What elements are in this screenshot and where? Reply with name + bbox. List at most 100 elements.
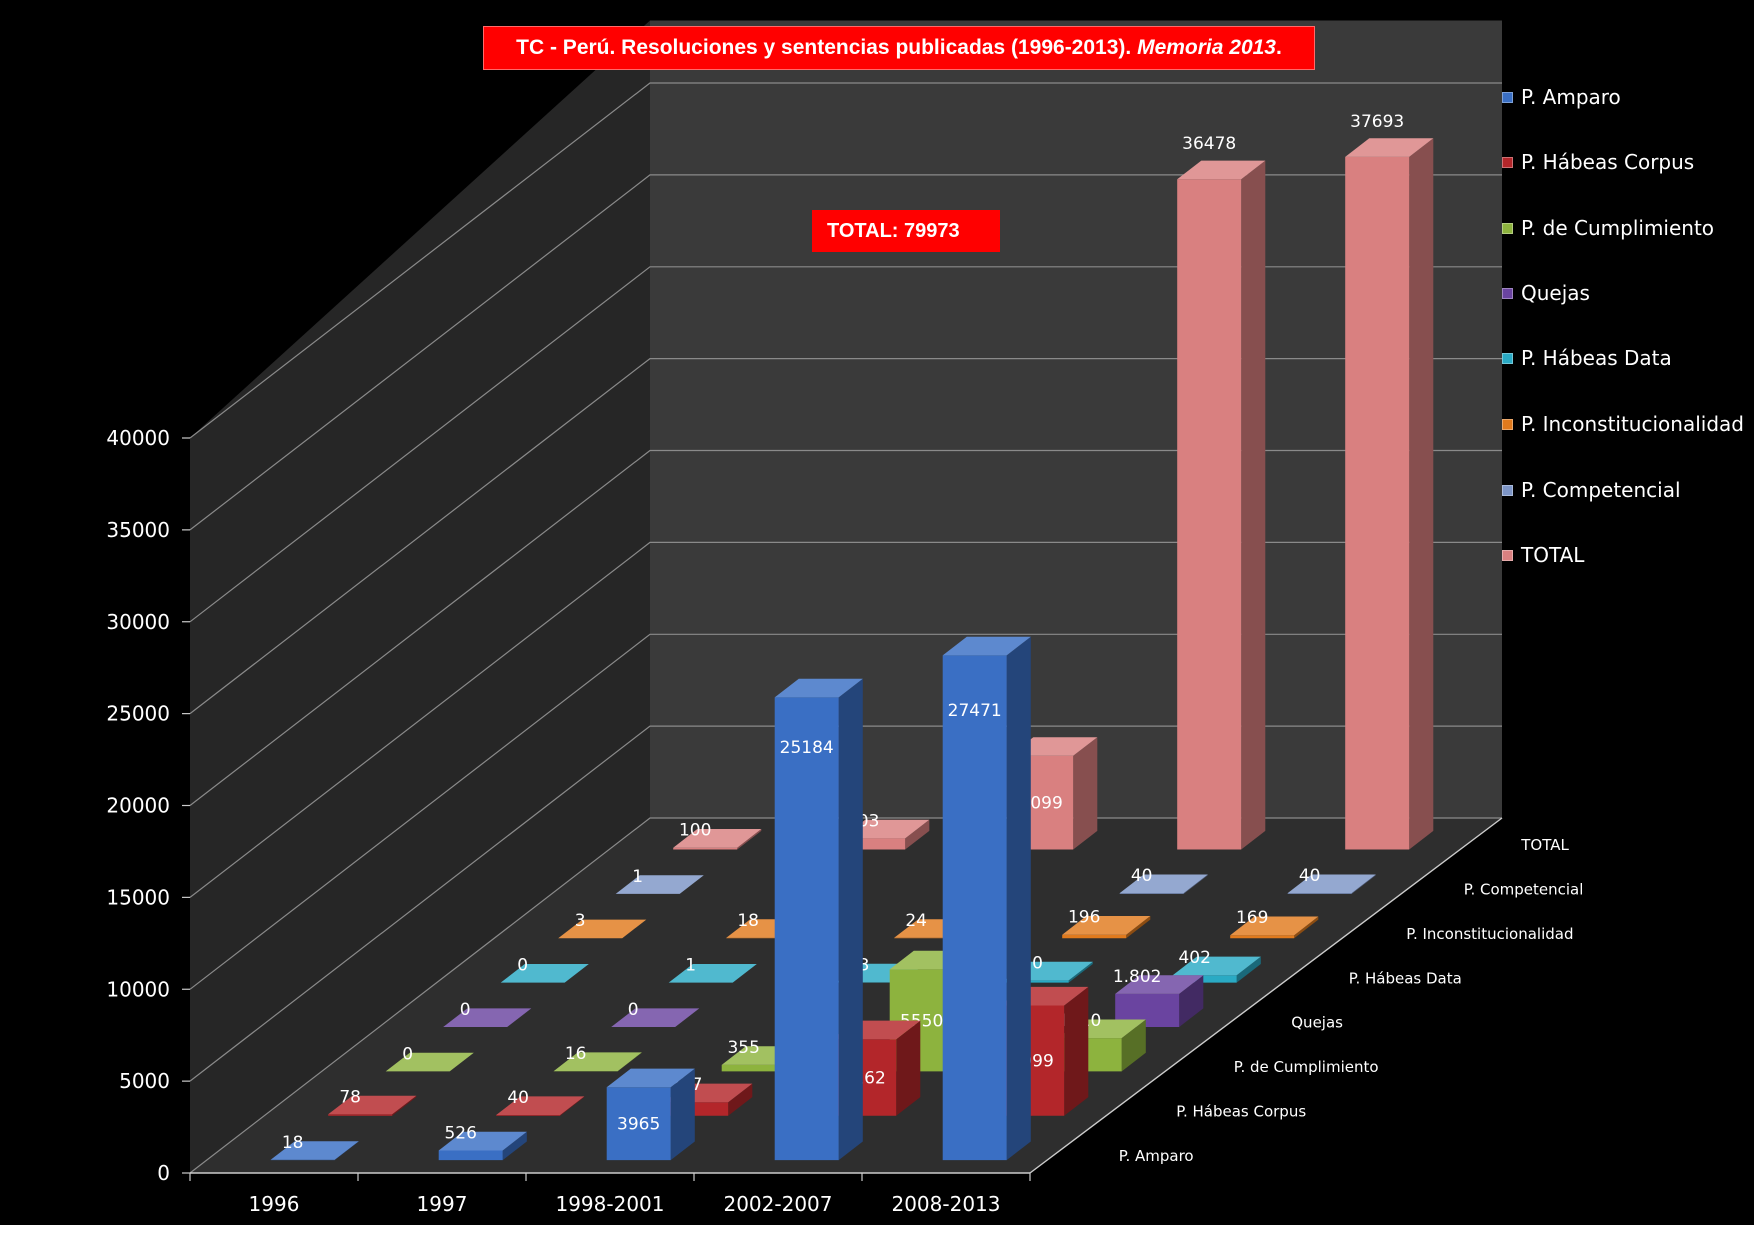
- bar-front: [1287, 893, 1352, 894]
- bar: [558, 919, 647, 939]
- legend-label: TOTAL: [1521, 543, 1585, 567]
- x-tick-label: 1998-2001: [555, 1192, 664, 1216]
- depth-axis-label: P. Competencial: [1464, 881, 1584, 899]
- bar-side: [905, 819, 930, 850]
- bar-top: [1177, 160, 1266, 180]
- legend-swatch: [1502, 92, 1513, 103]
- legend-swatch: [1502, 485, 1513, 496]
- data-label: 36478: [1182, 134, 1236, 154]
- depth-axis-label: Quejas: [1291, 1014, 1343, 1032]
- bar-side: [1126, 916, 1151, 939]
- bar: [774, 678, 863, 1161]
- bar-side: [737, 829, 762, 850]
- y-tick-label: 15000: [106, 885, 170, 909]
- bar-top: [500, 964, 589, 983]
- bar-side: [1294, 916, 1319, 939]
- bar-side: [1121, 1019, 1146, 1072]
- legend-label: P. de Cumplimiento: [1521, 216, 1715, 240]
- chart-title-main: TC - Perú. Resoluciones y sentencias pub…: [516, 36, 1132, 59]
- bar-side: [1068, 961, 1093, 983]
- bar-side: [838, 678, 863, 1161]
- bar-top: [611, 1008, 700, 1027]
- depth-axis-label: P. Hábeas Data: [1349, 969, 1462, 987]
- data-label: 25184: [780, 738, 834, 758]
- bar: [1172, 956, 1261, 983]
- bar-front: [1062, 934, 1127, 939]
- bar-top: [615, 875, 704, 894]
- bar-side: [1241, 160, 1266, 850]
- bar-side: [1183, 874, 1208, 894]
- bar-side: [1006, 636, 1031, 1161]
- y-tick-label: 40000: [106, 426, 170, 450]
- legend-swatch: [1502, 353, 1513, 364]
- bar: [500, 964, 589, 983]
- chart-title-end: .: [1276, 36, 1282, 59]
- data-label: 18: [282, 1133, 304, 1153]
- depth-axis-label: P. Inconstitucionalidad: [1406, 925, 1573, 943]
- y-tick-label: 35000: [106, 518, 170, 542]
- bar-side: [1409, 138, 1434, 850]
- bar-side: [1073, 737, 1098, 850]
- bar-front: [774, 697, 839, 1161]
- bar: [1287, 874, 1376, 894]
- bar: [385, 1052, 474, 1072]
- legend-swatch: [1502, 157, 1513, 168]
- bar: [270, 1141, 359, 1161]
- data-label: 1: [685, 956, 696, 976]
- bar-front: [721, 1064, 786, 1072]
- bar-front: [1230, 935, 1295, 939]
- bar-side: [1064, 986, 1089, 1116]
- legend-label: P. Hábeas Corpus: [1521, 150, 1695, 174]
- bar-top: [438, 1131, 527, 1151]
- y-tick-label: 30000: [106, 610, 170, 634]
- bar-front: [496, 1115, 561, 1116]
- bar-side: [502, 1131, 527, 1161]
- bar: [615, 875, 704, 894]
- data-label: 196: [1068, 908, 1100, 928]
- x-tick-label: 1996: [249, 1192, 300, 1216]
- data-label: 24: [905, 911, 927, 931]
- bar-top: [1062, 916, 1151, 935]
- bar-side: [670, 1068, 695, 1161]
- y-tick-label: 0: [157, 1161, 170, 1185]
- bar-front: [894, 937, 959, 939]
- legend-swatch: [1502, 419, 1513, 430]
- bar-top: [668, 964, 757, 983]
- bar-side: [1351, 874, 1376, 894]
- bar-front: [673, 847, 738, 850]
- bar-top: [841, 819, 930, 839]
- y-tick-label: 10000: [106, 977, 170, 1001]
- data-label: 40: [1131, 866, 1153, 886]
- bar-front: [1345, 156, 1410, 850]
- x-tick-label: 2002-2007: [723, 1192, 832, 1216]
- data-label: 0: [628, 1000, 639, 1020]
- bar: [606, 1068, 695, 1161]
- side-wall: [190, 20, 650, 1173]
- bar-side: [1236, 956, 1261, 983]
- legend-label: P. Amparo: [1521, 85, 1621, 109]
- bar-top: [1009, 737, 1098, 756]
- bar-front: [438, 1150, 503, 1161]
- y-tick-label: 25000: [106, 702, 170, 726]
- bar-top: [385, 1052, 474, 1072]
- depth-axis-label: P. Amparo: [1119, 1147, 1194, 1165]
- bar-top: [443, 1008, 532, 1027]
- data-label: 78: [339, 1087, 361, 1107]
- bar: [1230, 916, 1319, 939]
- bar: [553, 1052, 642, 1072]
- data-label: 0: [517, 956, 528, 976]
- chart-title-italic: Memoria 2013: [1137, 36, 1276, 59]
- data-label: 40: [1299, 866, 1321, 886]
- legend-swatch: [1502, 288, 1513, 299]
- legend-label: Quejas: [1521, 281, 1590, 305]
- bar-side: [560, 1096, 585, 1116]
- chart-title: TC - Perú. Resoluciones y sentencias pub…: [483, 26, 1315, 70]
- bar-side: [728, 1083, 753, 1116]
- bar-top: [942, 636, 1031, 656]
- bar: [496, 1096, 585, 1116]
- data-label: 0: [460, 1000, 471, 1020]
- bar-top: [606, 1068, 695, 1088]
- bar-top: [496, 1096, 585, 1115]
